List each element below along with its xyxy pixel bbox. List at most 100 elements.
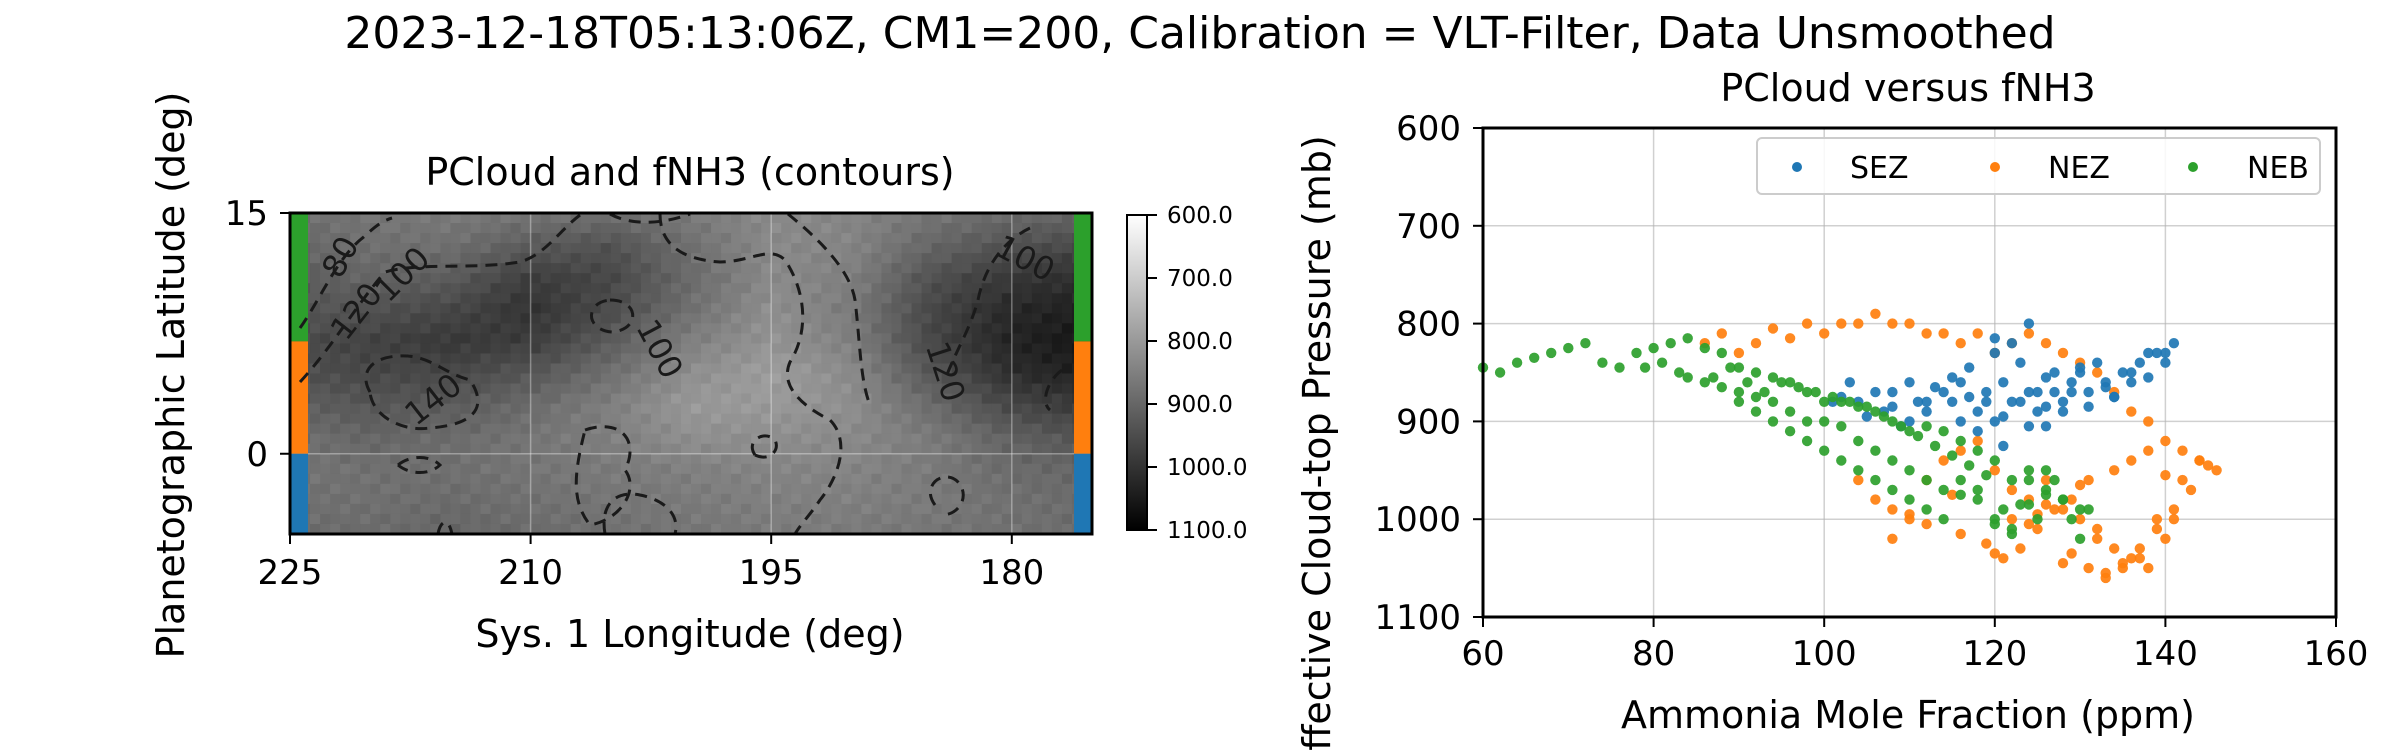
heatmap-cell [721,473,732,485]
heatmap-cell [901,423,913,435]
heatmap-cell [921,323,933,334]
heatmap-cell [921,513,933,525]
heatmap-cell [550,263,562,274]
heatmap-cell [751,503,762,515]
heatmap-cell [1031,433,1043,445]
heatmap-cell [470,323,482,334]
heatmap-cell [921,383,933,395]
heatmap-cell [891,433,903,445]
heatmap-cell [380,403,391,415]
scatter-point-nez [2168,504,2180,515]
heatmap-cell [670,393,682,405]
heatmap-cell [1001,403,1013,415]
heatmap-cell [390,333,401,345]
heatmap-cell [711,443,722,455]
scatter-point-nez [2032,523,2043,535]
scatter-point-nez [2057,504,2069,515]
heatmap-cell [330,493,341,505]
heatmap-cell [1041,463,1053,475]
heatmap-cell [600,493,612,505]
heatmap-cell [350,263,361,274]
heatmap-cell [540,413,552,425]
heatmap-panel: PCloud and fNH3 (contours) 80 10012014010… [149,92,1094,658]
heatmap-cell [951,333,963,345]
heatmap-cell [771,423,782,435]
heatmap-cell [650,313,662,324]
heatmap-cell [1061,343,1073,355]
heatmap-cell [420,443,431,455]
heatmap-cell [660,283,672,294]
heatmap-cell [961,473,973,485]
heatmap-cell [931,423,943,435]
heatmap-cell [701,483,712,495]
contour-line [397,456,443,474]
heatmap-cell [861,513,873,525]
heatmap-cell [390,313,401,324]
heatmap-cell [861,343,873,355]
heatmap-cell [560,483,572,495]
heatmap-cell [540,273,552,284]
heatmap-cell [330,503,341,515]
heatmap-cell [450,473,462,485]
heatmap-cell [971,463,983,475]
heatmap-cell [821,293,832,304]
heatmap-cell [400,283,411,294]
heatmap-cell [430,413,441,425]
heatmap-cell [1021,343,1033,355]
band-strip-sez [1074,453,1092,534]
heatmap-cell [680,443,692,455]
heatmap-cell [440,323,452,334]
heatmap-cell [691,413,702,425]
heatmap-cell [981,373,993,385]
scatter-point-sez [2109,391,2120,403]
heatmap-cell [981,393,993,405]
scatter-point-nez [2117,558,2128,569]
heatmap-cell [731,333,742,345]
heatmap-cell [500,463,512,475]
heatmap-cell [630,393,642,405]
heatmap-cell [1051,303,1063,314]
heatmap-cell [570,443,582,455]
colorbar-tick-label: 1000.0 [1167,455,1247,481]
scatter-point-sez [1964,391,1975,403]
heatmap-cell [1041,333,1053,345]
heatmap-cell [350,313,361,324]
heatmap-cell [731,233,742,244]
heatmap-cell [831,253,842,264]
heatmap-cell [1011,283,1023,294]
heatmap-cell [741,493,752,505]
scatter-point-sez [2134,357,2145,368]
heatmap-cell [871,243,883,254]
heatmap-cell [961,483,973,495]
heatmap-cell [340,333,351,345]
heatmap-cell [741,423,752,435]
heatmap-cell [961,353,973,365]
heatmap-cell [831,403,842,415]
heatmap-cell [1001,223,1013,234]
heatmap-cell [560,303,572,314]
heatmap-cell [510,313,522,324]
heatmap-cell [600,453,612,465]
scatter-point-nez [1955,445,1966,456]
heatmap-cell [600,353,612,365]
heatmap-cell [691,483,702,495]
heatmap-cell [701,363,712,375]
heatmap-cell [480,513,492,525]
heatmap-cell [731,473,742,485]
heatmap-cell [761,393,772,405]
heatmap-cell [520,353,532,365]
heatmap-cell [350,333,361,345]
heatmap-cell [721,303,732,314]
heatmap-cell [330,283,341,294]
heatmap-cell [1011,263,1023,274]
heatmap-cell [741,253,752,264]
heatmap-cell [490,403,502,415]
heatmap-cell [1041,293,1053,304]
heatmap-cell [901,333,913,345]
heatmap-cell [490,443,502,455]
heatmap-cell [911,323,923,334]
scatter-point-sez [1904,416,1915,427]
heatmap-cell [400,303,411,314]
heatmap-cell [570,403,582,415]
